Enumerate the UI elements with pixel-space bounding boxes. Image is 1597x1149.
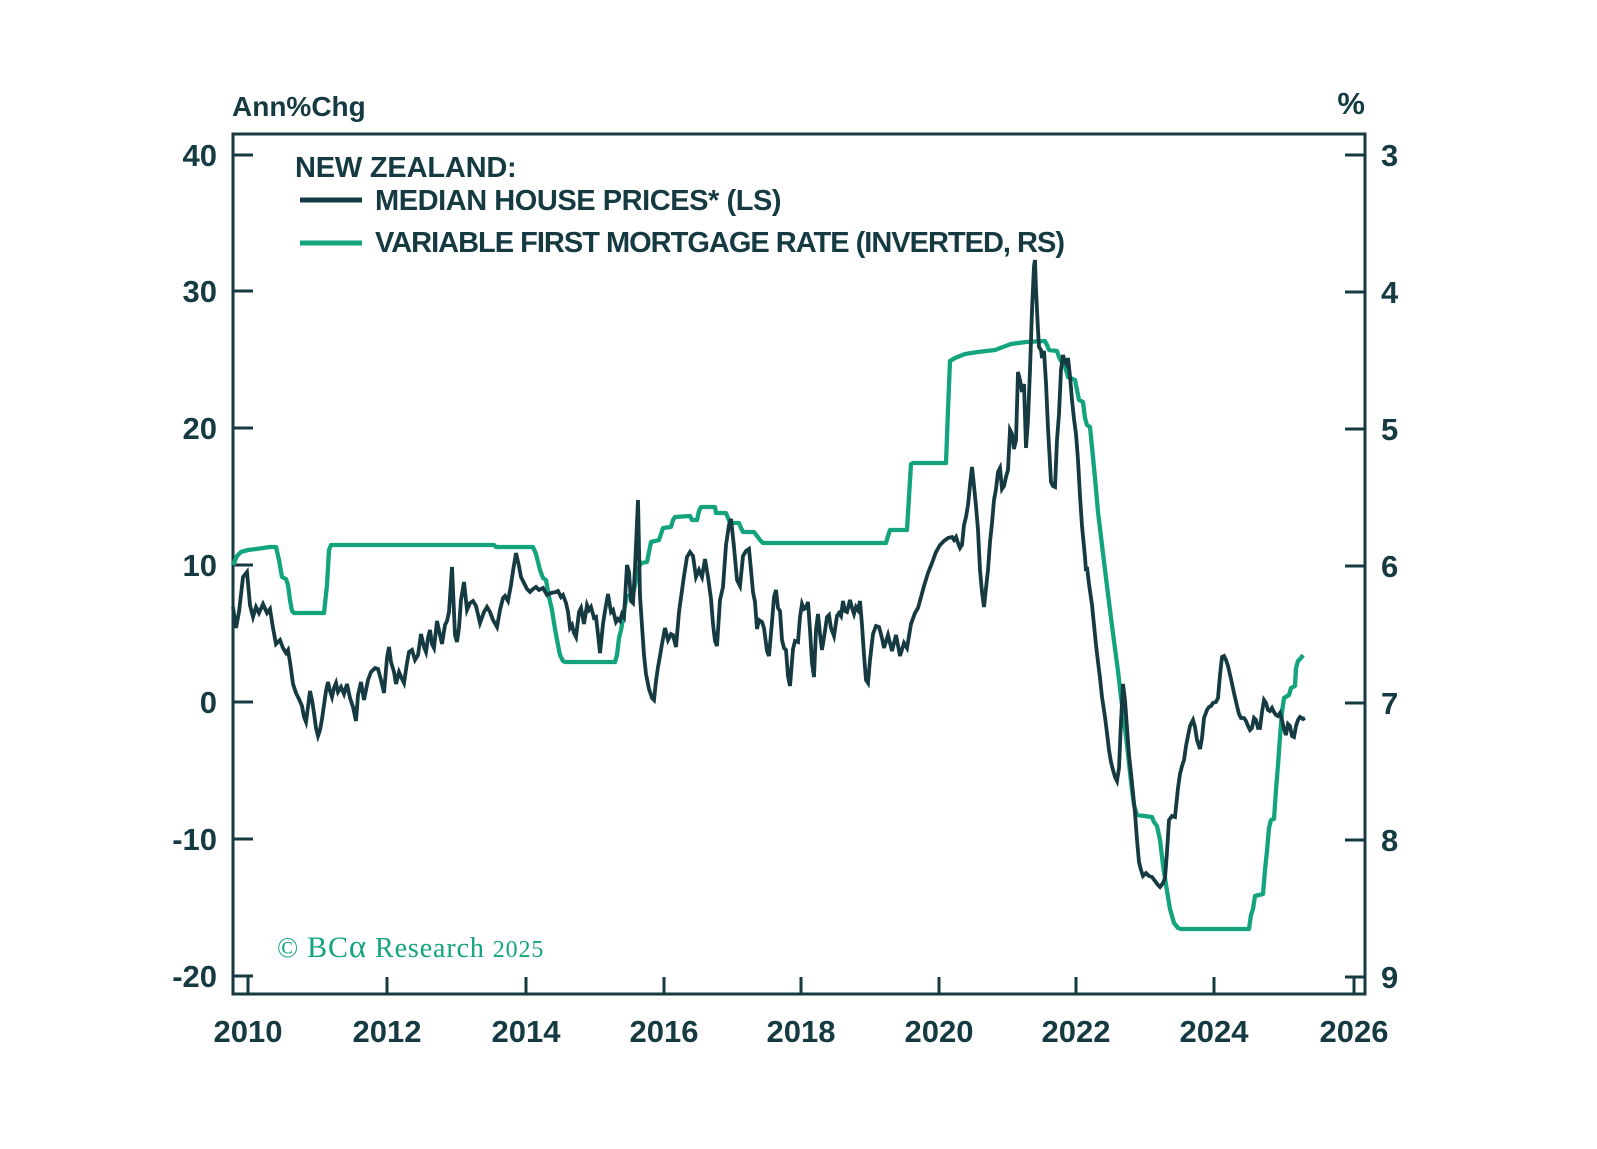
svg-text:NEW ZEALAND:: NEW ZEALAND: (295, 152, 517, 184)
svg-text:0: 0 (200, 685, 217, 720)
svg-text:2012: 2012 (353, 1014, 422, 1049)
svg-text:20: 20 (183, 411, 217, 446)
svg-text:2026: 2026 (1320, 1014, 1389, 1049)
svg-text:6: 6 (1381, 549, 1398, 584)
svg-text:-20: -20 (172, 959, 217, 994)
svg-text:2014: 2014 (492, 1014, 562, 1049)
svg-text:9: 9 (1381, 960, 1398, 995)
svg-text:30: 30 (183, 274, 217, 309)
svg-text:2018: 2018 (767, 1014, 836, 1049)
svg-text:%: % (1337, 86, 1365, 121)
svg-text:-10: -10 (172, 822, 217, 857)
svg-text:2016: 2016 (630, 1014, 699, 1049)
svg-text:40: 40 (183, 138, 217, 173)
svg-text:2010: 2010 (214, 1014, 283, 1049)
svg-text:10: 10 (183, 548, 217, 583)
svg-text:4: 4 (1381, 275, 1399, 310)
svg-text:2022: 2022 (1042, 1014, 1111, 1049)
svg-text:5: 5 (1381, 412, 1398, 447)
svg-text:VARIABLE FIRST MORTGAGE RATE (: VARIABLE FIRST MORTGAGE RATE (INVERTED, … (375, 227, 1064, 259)
svg-text:2020: 2020 (905, 1014, 974, 1049)
svg-text:MEDIAN HOUSE PRICES* (LS): MEDIAN HOUSE PRICES* (LS) (375, 185, 781, 217)
svg-text:8: 8 (1381, 823, 1398, 858)
svg-text:7: 7 (1381, 686, 1398, 721)
svg-text:3: 3 (1381, 138, 1398, 173)
svg-text:Ann%Chg: Ann%Chg (232, 91, 366, 122)
svg-text:2024: 2024 (1180, 1014, 1250, 1049)
